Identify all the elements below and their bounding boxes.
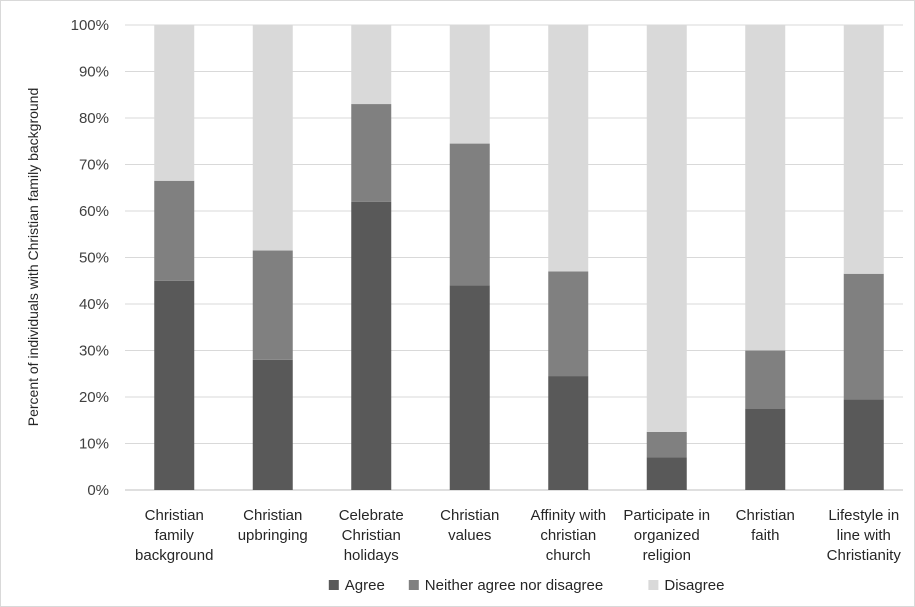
x-category-label: Christian faith [736,507,795,544]
y-tick-label: 60% [79,203,109,220]
x-category-label: Participate in organized religion [623,507,710,564]
bar-segment [548,25,589,272]
gridlines [125,24,903,491]
legend-swatch [648,580,659,590]
legend-swatch [408,580,419,590]
bar-segment [252,250,293,360]
bar-segment [154,280,195,490]
y-tick-label: 70% [79,157,109,174]
bar-segment [449,25,490,144]
bars [154,25,884,490]
x-category-label: Christian family background [135,507,213,564]
bar-segment [843,25,884,274]
bar-segment [548,271,589,377]
y-tick-label: 90% [79,64,109,81]
y-tick-label: 80% [79,110,109,127]
bar-segment [745,408,786,490]
bar-segment [252,25,293,251]
bar-segment [351,25,392,105]
y-axis-title: Percent of individuals with Christian fa… [25,88,41,427]
legend-label: Disagree [664,577,724,594]
y-tick-label: 20% [79,389,109,406]
bar-segment [646,431,687,458]
bar-segment [252,359,293,490]
bar-segment [843,273,884,400]
x-axis-labels: Christian family background Christian upbrin… [135,507,901,564]
bar-segment [154,180,195,281]
y-tick-label: 100% [71,17,109,34]
x-category-label: Celebrate Christian holidays [339,507,404,564]
legend-label: Agree [345,577,385,594]
bar-segment [154,25,195,181]
bar-segment [351,104,392,202]
x-category-label: Affinity with christian church [530,507,606,564]
y-axis-ticks: 0% 10% 20% 30% 40% 50% 60% 70% 80% 90% 100% [71,17,109,499]
y-tick-label: 0% [87,482,109,499]
x-category-label: Christian values [440,507,499,544]
bar-segment [449,285,490,490]
legend: Agree Neither agree nor disagree Disagree [328,577,724,594]
bar-segment [351,201,392,490]
y-tick-label: 50% [79,250,109,267]
bar-segment [449,143,490,286]
legend-label: Neither agree nor disagree [425,577,603,594]
bar-segment [548,376,589,490]
bar-segment [745,25,786,351]
x-category-label: Lifestyle in line with Christianity [827,507,902,564]
x-category-label: Christian upbringing [238,507,308,544]
legend-swatch [328,580,339,590]
bar-segment [646,25,687,432]
y-tick-label: 10% [79,436,109,453]
bar-segment [843,399,884,490]
y-tick-label: 40% [79,296,109,313]
y-tick-label: 30% [79,343,109,360]
bar-segment [745,350,786,409]
bar-segment [646,457,687,490]
